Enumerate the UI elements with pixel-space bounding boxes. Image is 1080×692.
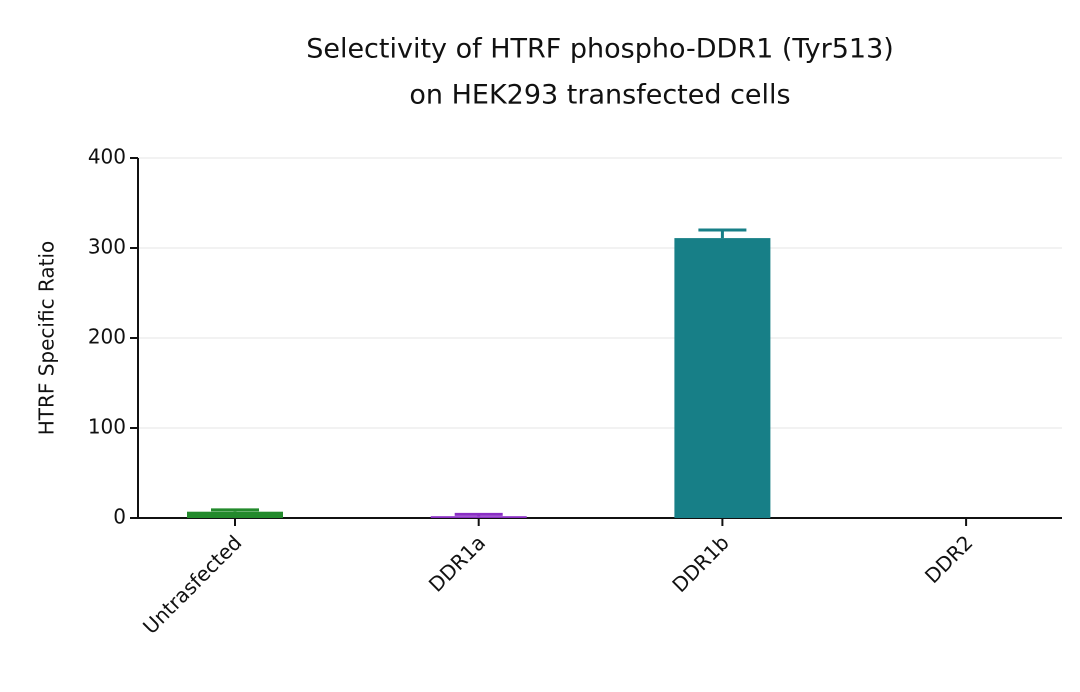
chart-title: on HEK293 transfected cells (409, 80, 790, 111)
x-tick-label: DDR2 (920, 530, 978, 588)
y-tick-label: 300 (88, 235, 126, 259)
y-tick-label: 0 (113, 505, 126, 529)
chart-title: Selectivity of HTRF phospho-DDR1 (Tyr513… (306, 34, 894, 65)
bar (187, 511, 283, 518)
x-tick-label: DDR1a (424, 530, 490, 596)
y-axis-label: HTRF Specific Ratio (35, 241, 59, 436)
y-tick-label: 400 (88, 145, 126, 169)
bar (674, 238, 771, 518)
x-tick-label: DDR1b (667, 530, 734, 597)
x-tick-label: Untrasfected (138, 530, 246, 638)
y-tick-label: 200 (88, 325, 126, 349)
y-tick-label: 100 (88, 415, 126, 439)
bar (430, 516, 527, 518)
